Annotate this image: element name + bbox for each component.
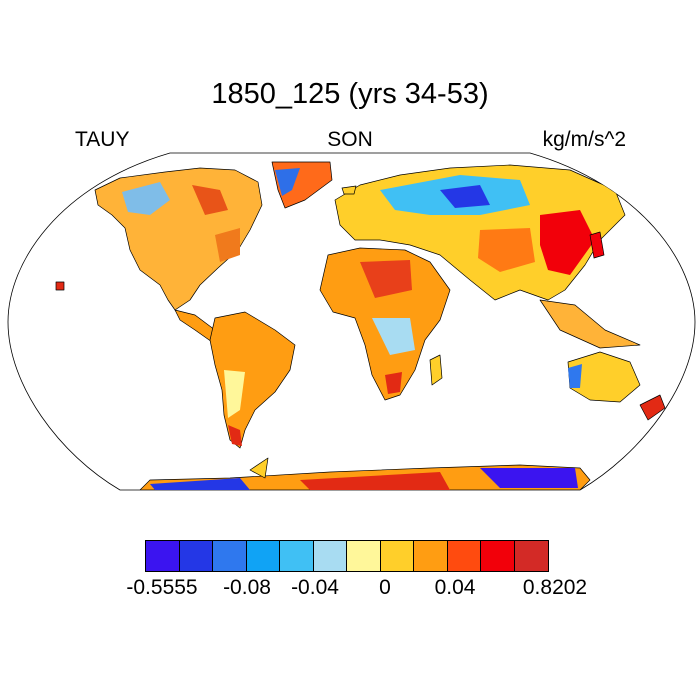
colorbar-label: 0.04 xyxy=(434,576,476,599)
variable-label: TAUY xyxy=(75,128,130,151)
colorbar-box xyxy=(146,541,180,571)
colorbar-box xyxy=(380,541,414,571)
colorbar-box xyxy=(280,541,314,571)
japan xyxy=(589,231,605,259)
colorbar-box xyxy=(347,541,381,571)
na-north-cool xyxy=(122,182,170,215)
season-label: SON xyxy=(327,128,373,151)
central-africa-blue xyxy=(372,318,415,355)
na-hudson-warm xyxy=(192,185,228,215)
sahara-red xyxy=(360,260,412,298)
siberia-deep-blue xyxy=(440,185,490,208)
colorbar-label: -0.08 xyxy=(223,576,271,599)
colorbar-box xyxy=(481,541,515,571)
hawaii-mark xyxy=(55,281,65,291)
colorbar-label: 0 xyxy=(379,576,391,599)
colorbar-box xyxy=(246,541,280,571)
iceland xyxy=(341,185,357,195)
colorbar-box xyxy=(514,541,548,571)
colorbar-box xyxy=(179,541,213,571)
sa-tip-red xyxy=(228,425,242,446)
plot-title: 1850_125 (yrs 34-53) xyxy=(211,78,489,110)
southern-africa-red xyxy=(385,372,402,394)
colorbar xyxy=(145,540,549,572)
colorbar-label: -0.04 xyxy=(291,576,339,599)
colorbar-box xyxy=(313,541,347,571)
colorbar-box xyxy=(414,541,448,571)
colorbar-label: 0.8202 xyxy=(522,576,588,599)
australia-west-blue xyxy=(568,364,582,388)
antarctica-blue-east xyxy=(480,468,578,488)
new-zealand xyxy=(639,394,666,421)
central-asia-orange xyxy=(478,228,535,272)
madagascar xyxy=(429,354,443,386)
greenland-blue xyxy=(275,168,300,196)
antarctic-peninsula xyxy=(249,457,269,479)
australia xyxy=(567,351,641,403)
antarctica-blue-west xyxy=(150,478,250,490)
colorbar-label: -0.5555 xyxy=(126,576,198,599)
antarctica-red xyxy=(300,472,450,490)
east-asia-red xyxy=(540,210,595,275)
na-east-warm xyxy=(215,228,240,262)
southeast-asia xyxy=(539,299,641,349)
colorbar-box xyxy=(447,541,481,571)
colorbar-box xyxy=(213,541,247,571)
sa-south-yellow xyxy=(224,370,245,418)
units-label: kg/m/s^2 xyxy=(542,128,626,151)
